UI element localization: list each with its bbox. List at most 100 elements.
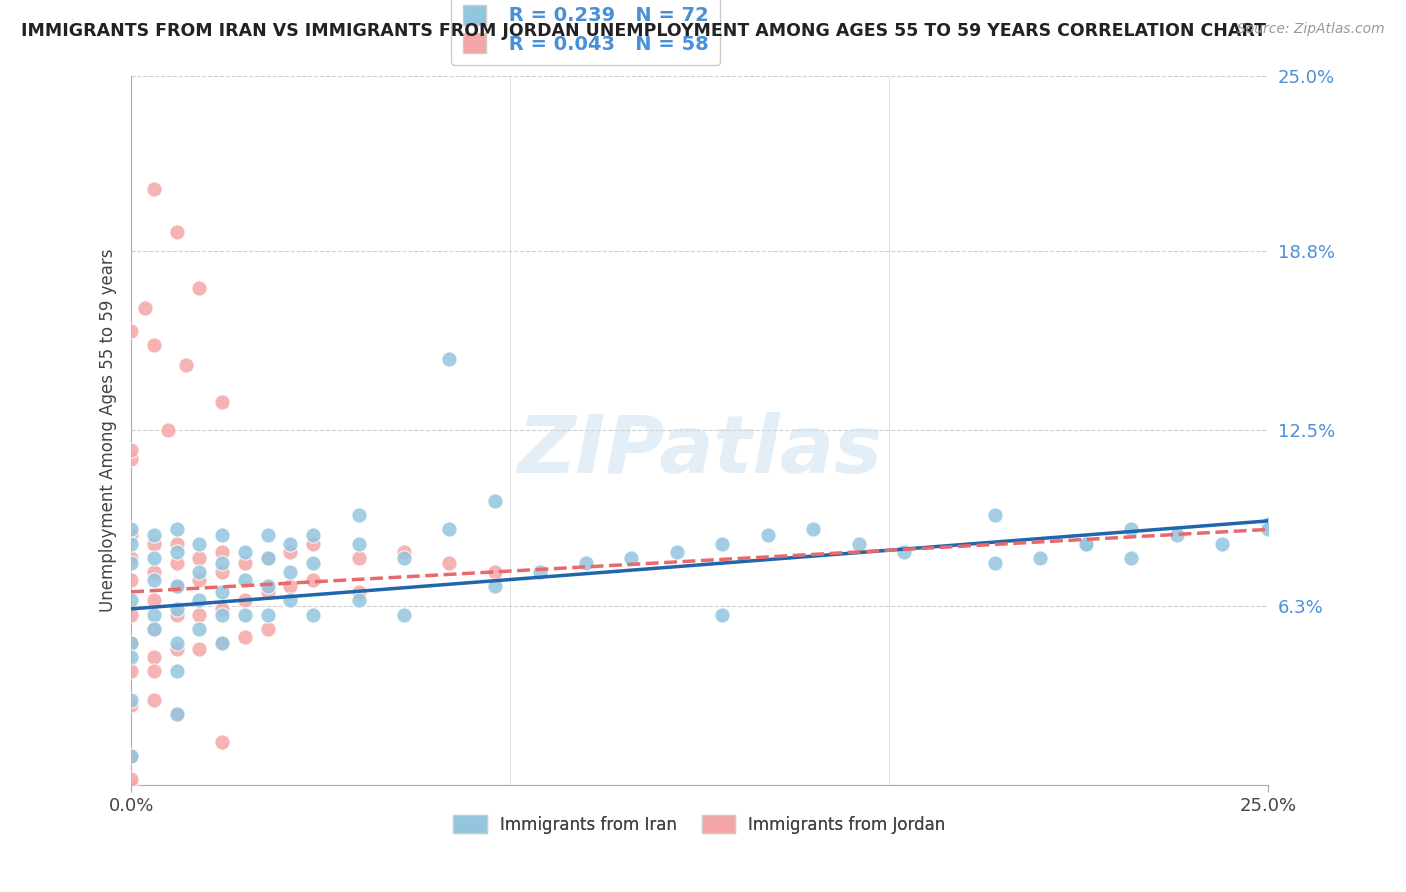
Point: [120, 778, 142, 792]
Point: [211, 565, 233, 579]
Point: [302, 574, 325, 588]
Point: [233, 557, 256, 571]
Point: [166, 579, 188, 593]
Point: [120, 523, 142, 537]
Point: [984, 557, 1007, 571]
Point: [143, 607, 166, 622]
Point: [211, 636, 233, 650]
Legend: Immigrants from Iran, Immigrants from Jordan: Immigrants from Iran, Immigrants from Jo…: [447, 809, 952, 840]
Point: [347, 585, 370, 599]
Point: [529, 565, 551, 579]
Point: [233, 545, 256, 559]
Point: [256, 607, 278, 622]
Point: [280, 593, 302, 607]
Text: IMMIGRANTS FROM IRAN VS IMMIGRANTS FROM JORDAN UNEMPLOYMENT AMONG AGES 55 TO 59 : IMMIGRANTS FROM IRAN VS IMMIGRANTS FROM …: [21, 22, 1265, 40]
Point: [120, 528, 142, 542]
Point: [188, 536, 211, 550]
Point: [120, 665, 142, 679]
Point: [166, 636, 188, 650]
Point: [233, 593, 256, 607]
Point: [280, 545, 302, 559]
Point: [439, 557, 461, 571]
Point: [188, 574, 211, 588]
Point: [120, 324, 142, 338]
Point: [143, 692, 166, 706]
Text: Source: ZipAtlas.com: Source: ZipAtlas.com: [1237, 22, 1385, 37]
Point: [120, 650, 142, 665]
Point: [120, 451, 142, 466]
Point: [711, 607, 734, 622]
Point: [1029, 550, 1052, 565]
Point: [211, 394, 233, 409]
Point: [256, 550, 278, 565]
Point: [188, 593, 211, 607]
Point: [143, 338, 166, 352]
Point: [484, 579, 506, 593]
Point: [620, 550, 643, 565]
Point: [166, 557, 188, 571]
Point: [166, 579, 188, 593]
Point: [120, 536, 142, 550]
Point: [166, 706, 188, 721]
Point: [166, 536, 188, 550]
Point: [1257, 523, 1279, 537]
Point: [166, 602, 188, 616]
Point: [120, 636, 142, 650]
Point: [143, 550, 166, 565]
Point: [143, 622, 166, 636]
Point: [302, 557, 325, 571]
Point: [439, 352, 461, 367]
Point: [280, 565, 302, 579]
Point: [143, 622, 166, 636]
Point: [1211, 536, 1233, 550]
Point: [347, 550, 370, 565]
Point: [347, 508, 370, 523]
Point: [233, 630, 256, 644]
Point: [120, 698, 142, 713]
Point: [1121, 550, 1143, 565]
Point: [575, 557, 598, 571]
Point: [1074, 536, 1097, 550]
Point: [120, 607, 142, 622]
Point: [134, 301, 156, 315]
Point: [347, 536, 370, 550]
Point: [166, 706, 188, 721]
Point: [143, 665, 166, 679]
Point: [120, 550, 142, 565]
Point: [302, 536, 325, 550]
Y-axis label: Unemployment Among Ages 55 to 59 years: Unemployment Among Ages 55 to 59 years: [100, 248, 117, 612]
Point: [166, 523, 188, 537]
Point: [256, 622, 278, 636]
Point: [120, 749, 142, 764]
Point: [188, 550, 211, 565]
Point: [893, 545, 915, 559]
Point: [392, 607, 415, 622]
Point: [143, 528, 166, 542]
Point: [120, 593, 142, 607]
Point: [1257, 516, 1279, 531]
Point: [143, 574, 166, 588]
Point: [188, 641, 211, 656]
Point: [120, 772, 142, 786]
Text: ZIPatlas: ZIPatlas: [517, 412, 882, 491]
Point: [143, 593, 166, 607]
Point: [166, 665, 188, 679]
Point: [166, 641, 188, 656]
Point: [984, 508, 1007, 523]
Point: [188, 622, 211, 636]
Point: [256, 579, 278, 593]
Point: [143, 565, 166, 579]
Point: [1074, 536, 1097, 550]
Point: [233, 607, 256, 622]
Point: [211, 585, 233, 599]
Point: [174, 358, 197, 372]
Point: [211, 735, 233, 749]
Point: [439, 523, 461, 537]
Point: [211, 557, 233, 571]
Point: [256, 528, 278, 542]
Point: [347, 593, 370, 607]
Point: [166, 545, 188, 559]
Point: [143, 536, 166, 550]
Point: [392, 550, 415, 565]
Point: [756, 528, 779, 542]
